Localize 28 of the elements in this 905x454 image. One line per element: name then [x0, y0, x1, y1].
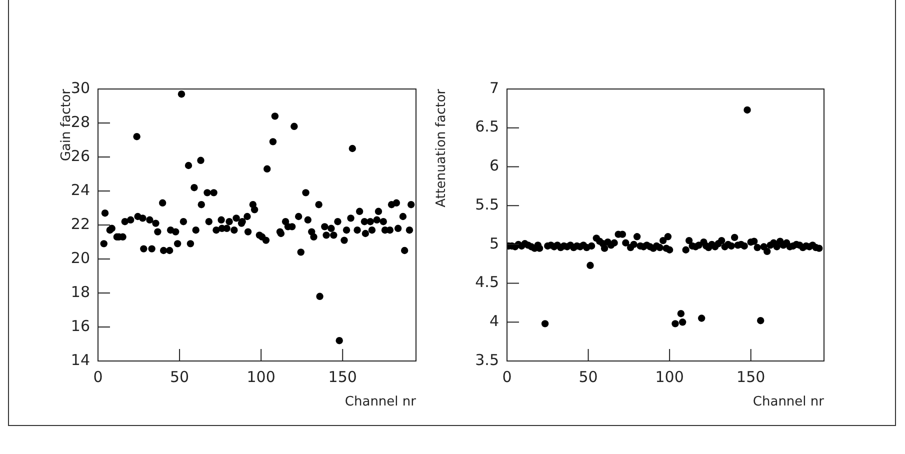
y-tick-label: 14	[70, 350, 90, 369]
y-tick-label: 20	[70, 248, 90, 267]
y-tick-label: 6	[489, 156, 499, 175]
x-tick-label: 150	[736, 368, 766, 386]
y-tick-label: 7	[489, 78, 499, 97]
x-tick-label: 50	[578, 368, 598, 386]
y-tick-label: 4	[489, 312, 499, 330]
x-axis-title: Channel nr	[344, 394, 417, 410]
y-tick-label: 30	[70, 78, 90, 97]
y-tick-label: 16	[70, 316, 90, 335]
y-tick-label: 28	[70, 112, 90, 131]
y-axis-title: Attenuation factor	[434, 88, 450, 208]
y-tick-label: 3.5	[475, 350, 499, 369]
x-tick-label: 150	[328, 368, 357, 386]
y-tick-label: 26	[70, 146, 90, 165]
y-tick-label: 18	[70, 282, 90, 301]
y-tick-label: 24	[70, 180, 90, 199]
x-axis-title: Channel nr	[752, 394, 825, 410]
y-tick-label: 5.5	[475, 195, 499, 214]
y-tick-label: 4.5	[475, 273, 499, 292]
y-tick-label: 22	[70, 214, 90, 233]
x-tick-label: 50	[170, 368, 190, 386]
y-tick-label: 6.5	[475, 118, 499, 136]
x-tick-label: 100	[655, 368, 684, 386]
x-tick-label: 100	[246, 368, 276, 386]
x-tick-label: 0	[93, 368, 103, 386]
y-tick-label: 5	[489, 234, 499, 252]
x-tick-label: 0	[502, 368, 512, 386]
